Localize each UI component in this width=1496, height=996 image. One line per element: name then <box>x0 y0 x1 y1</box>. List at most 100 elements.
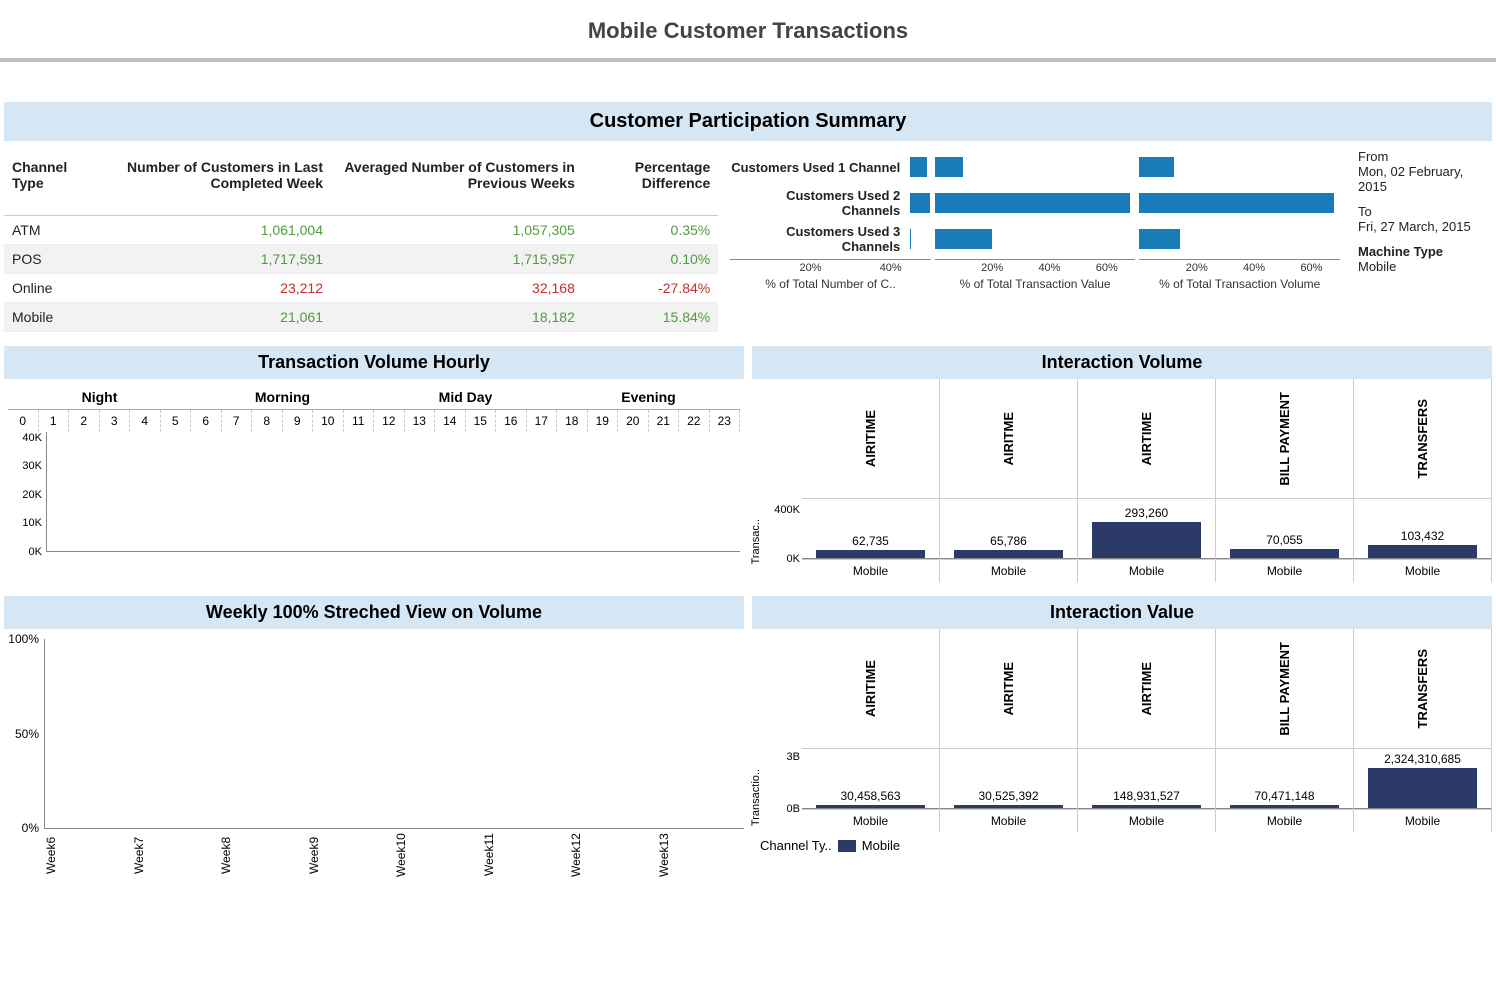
hourly-hour-label: 9 <box>283 410 314 432</box>
hourly-group-label: Morning <box>191 385 374 409</box>
weekly-title: Weekly 100% Streched View on Volume <box>4 596 744 629</box>
interaction-foot-label: Mobile <box>1078 809 1215 832</box>
summary-col-header: Channel Type <box>4 149 97 216</box>
hourly-hour-label: 20 <box>618 410 649 432</box>
interaction-bar <box>816 805 926 808</box>
interaction-value-title: Interaction Value <box>752 596 1492 629</box>
interaction-col: BILL PAYMENT70,055Mobile <box>1216 379 1354 582</box>
summary-header: Customer Participation Summary <box>4 102 1492 141</box>
to-value: Fri, 27 March, 2015 <box>1358 219 1492 234</box>
hourly-hour-label: 17 <box>527 410 558 432</box>
channel-row-label: Customers Used 3 Channels <box>730 224 910 254</box>
interaction-bar <box>954 805 1064 808</box>
interaction-col-header: BILL PAYMENT <box>1277 642 1292 736</box>
interaction-value-label: 103,432 <box>1401 529 1444 543</box>
summary-col-header: Percentage Difference <box>583 149 718 216</box>
hourly-group-label: Mid Day <box>374 385 557 409</box>
interaction-col-header: TRANSFERS <box>1415 399 1430 478</box>
interaction-bar <box>1230 549 1340 558</box>
channel-bar <box>1139 157 1173 177</box>
interaction-col: TRANSFERS2,324,310,685Mobile <box>1354 629 1492 832</box>
channel-chart-title: % of Total Number of C.. <box>730 277 931 291</box>
interaction-value-label: 70,055 <box>1266 533 1303 547</box>
interaction-volume-panel: Interaction Volume Transac.. 0K400K AIRI… <box>752 346 1492 582</box>
interaction-col: AIRITME 65,786 Mobile <box>940 379 1078 582</box>
interaction-foot-label: Mobile <box>940 559 1077 582</box>
interaction-col: AIRITIME30,458,563Mobile <box>802 629 940 832</box>
channel-chart-title: % of Total Transaction Value <box>935 277 1136 291</box>
interaction-foot-label: Mobile <box>802 559 939 582</box>
hourly-hour-label: 5 <box>161 410 192 432</box>
interaction-col-header: AIRITME <box>1001 412 1016 465</box>
table-row: Mobile21,06118,18215.84% <box>4 303 718 332</box>
legend-item: Mobile <box>862 838 900 853</box>
hourly-panel: Transaction Volume Hourly NightMorningMi… <box>4 346 744 582</box>
hourly-hour-label: 19 <box>588 410 619 432</box>
interaction-foot-label: Mobile <box>1216 809 1353 832</box>
weekly-label: Week10 <box>394 829 482 885</box>
summary-table: Channel TypeNumber of Customers in Last … <box>4 149 718 332</box>
divider <box>0 58 1496 62</box>
from-value: Mon, 02 February, 2015 <box>1358 164 1492 194</box>
date-filter: From Mon, 02 February, 2015 To Fri, 27 M… <box>1352 149 1492 332</box>
hourly-hour-label: 4 <box>130 410 161 432</box>
hourly-hour-label: 13 <box>405 410 436 432</box>
channel-bar <box>935 193 1130 213</box>
interaction-value-label: 30,525,392 <box>978 789 1038 803</box>
hourly-group-label: Evening <box>557 385 740 409</box>
legend: Channel Ty.. Mobile <box>752 832 1492 853</box>
channel-chart: 20%40%60%% of Total Transaction Volume <box>1139 149 1340 332</box>
hourly-hour-label: 16 <box>496 410 527 432</box>
interaction-bar <box>1092 522 1202 558</box>
channel-bar <box>910 193 930 213</box>
hourly-hour-label: 3 <box>100 410 131 432</box>
hourly-hour-label: 12 <box>374 410 405 432</box>
page-title: Mobile Customer Transactions <box>0 0 1496 58</box>
hourly-hour-label: 10 <box>313 410 344 432</box>
interaction-value-label: 293,260 <box>1125 506 1168 520</box>
table-row: ATM1,061,0041,057,3050.35% <box>4 216 718 245</box>
interaction-value-label: 148,931,527 <box>1113 789 1180 803</box>
channel-bar <box>935 157 964 177</box>
hourly-hour-label: 11 <box>344 410 375 432</box>
hourly-hour-label: 14 <box>435 410 466 432</box>
channel-chart: Customers Used 1 ChannelCustomers Used 2… <box>730 149 931 332</box>
weekly-panel: Weekly 100% Streched View on Volume 0%50… <box>4 596 744 885</box>
interaction-col: TRANSFERS 103,432 Mobile <box>1354 379 1492 582</box>
channel-bar <box>935 229 992 249</box>
from-label: From <box>1358 149 1492 164</box>
hourly-hour-label: 18 <box>557 410 588 432</box>
hourly-hour-label: 8 <box>252 410 283 432</box>
interaction-col-header: AIRITIME <box>863 410 878 467</box>
hourly-hour-label: 0 <box>8 410 39 432</box>
interaction-col: AIRTIME293,260Mobile <box>1078 379 1216 582</box>
interaction-col: AIRITIME 62,735 Mobile <box>802 379 940 582</box>
interaction-value-label: 70,471,148 <box>1254 789 1314 803</box>
interaction-value-panel: Interaction Value Transactio.. 0B3B AIRI… <box>752 596 1492 885</box>
table-row: POS1,717,5911,715,9570.10% <box>4 245 718 274</box>
interaction-bar <box>954 550 1064 558</box>
hourly-hour-label: 23 <box>710 410 741 432</box>
interaction-volume-title: Interaction Volume <box>752 346 1492 379</box>
channel-row-label: Customers Used 2 Channels <box>730 188 910 218</box>
table-row: Online23,21232,168-27.84% <box>4 274 718 303</box>
machine-type-label: Machine Type <box>1358 244 1492 259</box>
hourly-hour-label: 22 <box>679 410 710 432</box>
interaction-bar <box>1368 768 1478 808</box>
weekly-label: Week12 <box>569 829 657 885</box>
interaction-col: AIRTIME148,931,527Mobile <box>1078 629 1216 832</box>
hourly-hour-label: 15 <box>466 410 497 432</box>
interaction-foot-label: Mobile <box>1354 559 1491 582</box>
hourly-hour-label: 2 <box>69 410 100 432</box>
channel-bar <box>910 157 926 177</box>
interaction-foot-label: Mobile <box>1354 809 1491 832</box>
hourly-hour-label: 1 <box>39 410 70 432</box>
weekly-label: Week7 <box>132 829 220 885</box>
interaction-bar <box>1368 545 1478 558</box>
interaction-value-label: 65,786 <box>990 534 1027 548</box>
weekly-label: Week9 <box>307 829 395 885</box>
interaction-value-label: 62,735 <box>852 534 889 548</box>
weekly-label: Week8 <box>219 829 307 885</box>
weekly-label: Week6 <box>44 829 132 885</box>
interaction-col-header: AIRITME <box>1001 662 1016 715</box>
